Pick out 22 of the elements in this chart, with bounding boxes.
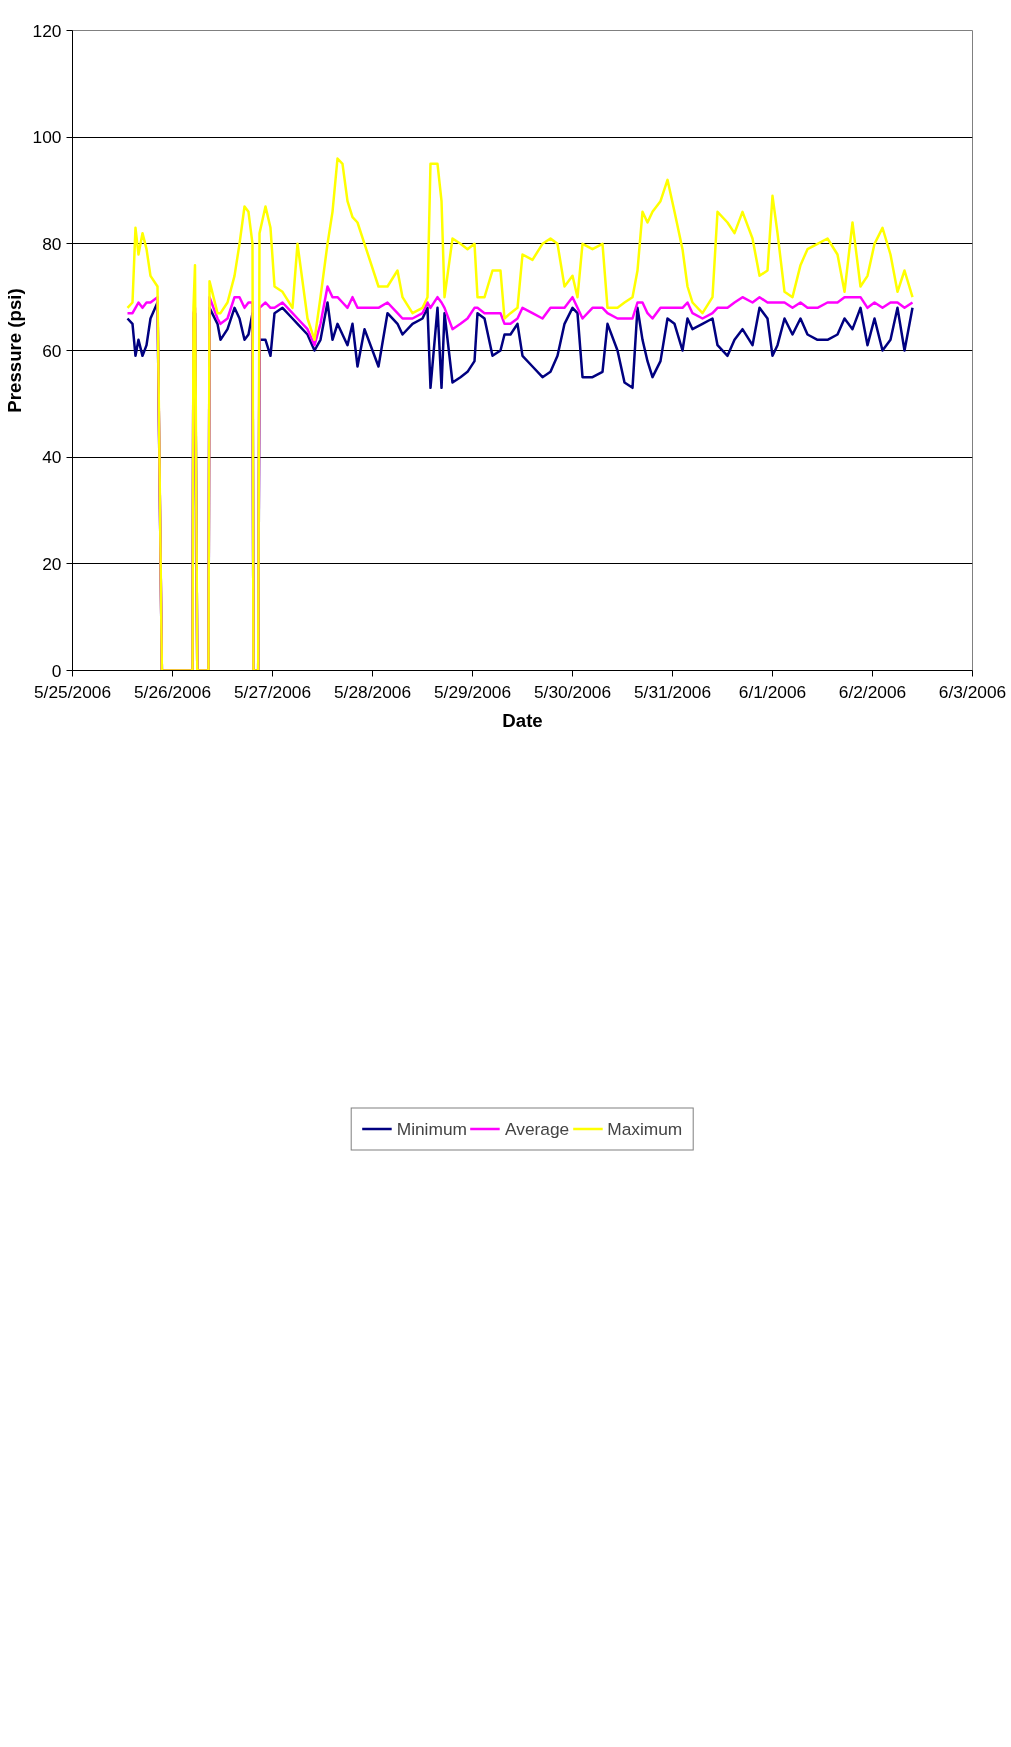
y-tick-label: 80 xyxy=(42,233,62,254)
y-tick-label: 120 xyxy=(32,20,62,41)
legend-label: Average xyxy=(504,1118,570,1140)
x-tick-label: 6/3/2006 xyxy=(938,681,1007,702)
x-tick-label: 5/28/2006 xyxy=(333,681,412,702)
x-tick-label: 5/31/2006 xyxy=(633,681,712,702)
x-tick-label: 6/1/2006 xyxy=(738,681,807,702)
legend-label: Maximum xyxy=(607,1118,683,1140)
y-tick-label: 20 xyxy=(42,553,62,574)
y-tick-label: 100 xyxy=(32,127,62,148)
y-axis-title: Pressure (psi) xyxy=(3,288,25,413)
x-tick-label: 5/30/2006 xyxy=(533,681,612,702)
x-tick-label: 5/26/2006 xyxy=(133,681,212,702)
x-tick-label: 6/2/2006 xyxy=(838,681,907,702)
x-tick-label: 5/27/2006 xyxy=(233,681,312,702)
legend-label: Minimum xyxy=(396,1118,467,1140)
x-tick-label: 5/29/2006 xyxy=(433,681,512,702)
x-tick-label: 5/25/2006 xyxy=(33,681,112,702)
y-tick-label: 60 xyxy=(42,340,62,361)
x-axis-title: Date xyxy=(502,709,543,731)
y-tick-label: 0 xyxy=(51,660,62,681)
y-tick-label: 40 xyxy=(42,447,62,468)
